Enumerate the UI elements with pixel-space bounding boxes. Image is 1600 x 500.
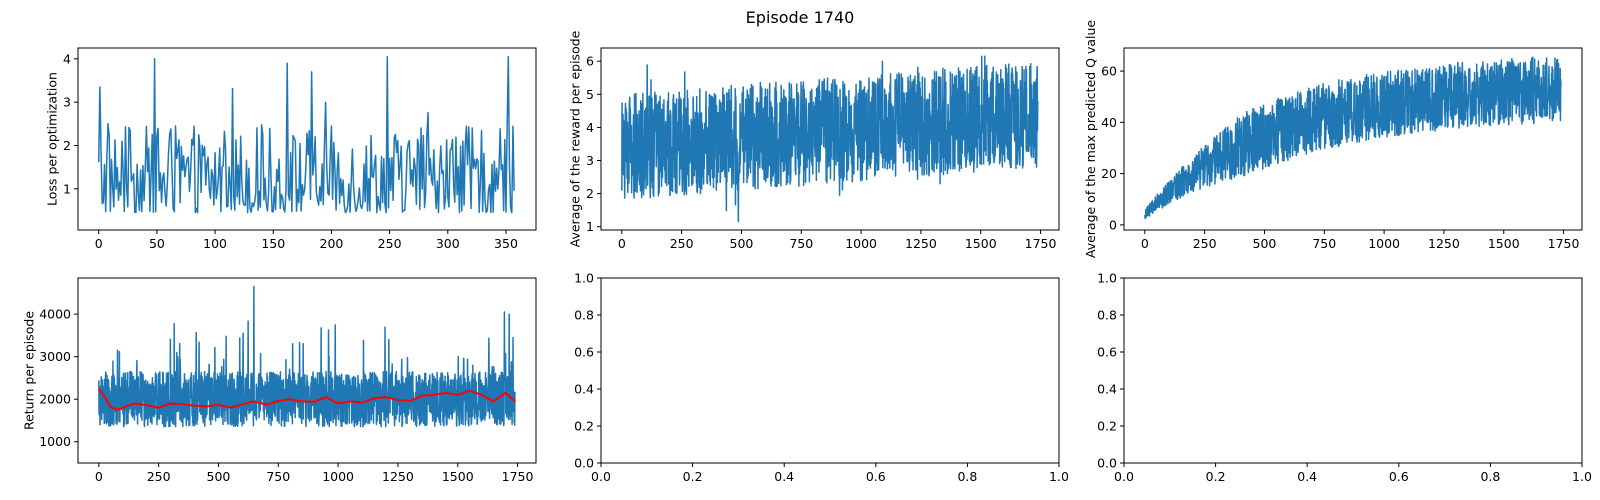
y-tick-label: 2: [63, 138, 71, 153]
y-tick-label: 0.0: [574, 456, 594, 471]
axes-return: 0 250 500 750 1000 1250 1500 1750 1000 2000 3000 40…: [22, 277, 537, 484]
y-tick-label: 0: [1109, 217, 1117, 232]
y-tick-label: 4: [63, 51, 71, 66]
axes-frame: [1123, 47, 1583, 231]
x-tick-label: 250: [670, 236, 694, 251]
x-tick-label: 50: [149, 236, 165, 251]
x-tick-label: 0: [95, 469, 103, 484]
x-tick-label: 1250: [905, 236, 937, 251]
x-tick-label: 1.0: [1572, 469, 1592, 484]
x-tick-label: 1000: [322, 469, 354, 484]
x-tick-label: 0: [618, 236, 626, 251]
figure-title: Episode 1740: [746, 8, 855, 27]
y-tick-label: 0.8: [1097, 308, 1117, 323]
y-tick-label: 1.0: [574, 271, 594, 286]
x-tick-label: 0.6: [866, 469, 886, 484]
series-line-max-q-0: [1144, 56, 1562, 220]
x-tick-label: 0.8: [957, 469, 977, 484]
y-axis-label: Average of the max predicted Q value: [1083, 20, 1098, 259]
y-tick-label: 1: [586, 219, 594, 234]
axes-empty-right: 0.0 0.2 0.4 0.6 0.8 1.0 0.0 0.2 0.4 0.6 0.8 1.0: [1097, 271, 1592, 485]
y-axis-label: Average of the reward per episode: [567, 30, 582, 247]
x-tick-label: 200: [320, 236, 344, 251]
x-tick-label: 0.8: [1480, 469, 1500, 484]
y-tick-label: 1: [63, 181, 71, 196]
y-axis-label: Return per episode: [22, 311, 37, 430]
x-tick-label: 0.2: [683, 469, 703, 484]
x-tick-label: 750: [789, 236, 813, 251]
x-tick-label: 500: [1253, 236, 1277, 251]
x-tick-label: 1000: [845, 236, 877, 251]
y-tick-label: 1000: [39, 434, 71, 449]
x-tick-label: 750: [1312, 236, 1336, 251]
y-tick-label: 0.6: [574, 345, 594, 360]
x-tick-label: 0.0: [1114, 469, 1134, 484]
x-tick-label: 1250: [382, 469, 414, 484]
axes-frame: [600, 47, 1060, 231]
x-tick-label: 0.0: [591, 469, 611, 484]
y-tick-label: 60: [1101, 64, 1117, 79]
x-tick-label: 250: [147, 469, 171, 484]
x-tick-label: 1750: [502, 469, 534, 484]
x-tick-label: 150: [261, 236, 285, 251]
x-tick-label: 350: [494, 236, 518, 251]
x-tick-label: 0: [1141, 236, 1149, 251]
axes-frame: [1123, 277, 1583, 464]
x-tick-label: 100: [203, 236, 227, 251]
x-tick-label: 1.0: [1049, 469, 1069, 484]
axes-empty-middle: 0.0 0.2 0.4 0.6 0.8 1.0 0.0 0.2 0.4 0.6 0.8 1.0: [574, 271, 1069, 485]
axes-frame: [600, 277, 1060, 464]
y-tick-label: 0.2: [574, 419, 594, 434]
y-tick-label: 2: [586, 186, 594, 201]
axes-max-q: 0 250 500 750 1000 1250 1500 1750 0 20 40 60Average…: [1083, 20, 1583, 259]
x-tick-label: 0.2: [1206, 469, 1226, 484]
axes-avg-reward: 0 250 500 750 1000 1250 1500 1750 1 2 3 4 5 6 Average …: [567, 30, 1060, 251]
x-tick-label: 500: [730, 236, 754, 251]
x-tick-label: 0: [95, 236, 103, 251]
axes-frame: [77, 47, 537, 231]
y-tick-label: 0.6: [1097, 345, 1117, 360]
x-tick-label: 0.4: [774, 469, 794, 484]
y-tick-label: 40: [1101, 115, 1117, 130]
axes-frame: [77, 277, 537, 464]
y-tick-label: 4: [586, 120, 594, 135]
y-tick-label: 0.4: [1097, 382, 1117, 397]
x-tick-label: 500: [207, 469, 231, 484]
series-line-loss-0: [97, 55, 515, 214]
y-tick-label: 5: [586, 87, 594, 102]
x-tick-label: 1500: [965, 236, 997, 251]
y-tick-label: 0.4: [574, 382, 594, 397]
series-line-return-0: [98, 285, 516, 428]
y-tick-label: 1.0: [1097, 271, 1117, 286]
x-tick-label: 300: [436, 236, 460, 251]
y-tick-label: 3: [586, 153, 594, 168]
x-tick-label: 0.4: [1297, 469, 1317, 484]
y-tick-label: 6: [586, 54, 594, 69]
x-tick-label: 1750: [1548, 236, 1580, 251]
y-axis-label: Loss per optimization: [44, 72, 59, 206]
y-tick-label: 3: [63, 95, 71, 110]
y-tick-label: 0.0: [1097, 456, 1117, 471]
y-tick-label: 2000: [39, 392, 71, 407]
x-tick-label: 0.6: [1389, 469, 1409, 484]
x-tick-label: 750: [266, 469, 290, 484]
y-tick-label: 0.2: [1097, 419, 1117, 434]
y-tick-label: 20: [1101, 166, 1117, 181]
x-tick-label: 1750: [1025, 236, 1057, 251]
y-tick-label: 3000: [39, 349, 71, 364]
axes-loss: 0 50 100 150 200 250 300 350 1 2 3 4 Loss per optimi…: [44, 47, 537, 251]
series-line-avg-reward-0: [621, 55, 1039, 223]
y-tick-label: 4000: [39, 307, 71, 322]
x-tick-label: 1000: [1368, 236, 1400, 251]
y-tick-label: 0.8: [574, 308, 594, 323]
series-line-return-1: [98, 387, 516, 411]
x-tick-label: 1250: [1428, 236, 1460, 251]
x-tick-label: 1500: [1488, 236, 1520, 251]
x-tick-label: 1500: [442, 469, 474, 484]
x-tick-label: 250: [1193, 236, 1217, 251]
x-tick-label: 250: [378, 236, 402, 251]
